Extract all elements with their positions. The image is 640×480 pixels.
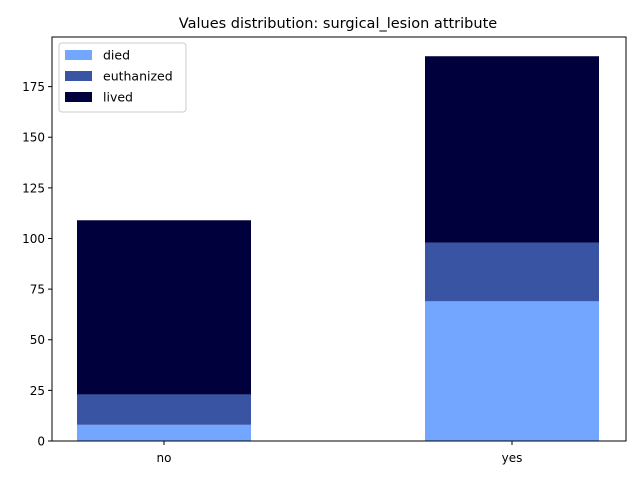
bar-euthanized-no <box>77 394 251 425</box>
y-tick-label: 175 <box>22 80 45 94</box>
legend-swatch-euthanized <box>65 71 92 81</box>
bar-lived-yes <box>425 56 599 243</box>
y-tick-label: 125 <box>22 181 45 195</box>
plot-frame <box>51 36 627 442</box>
legend: died euthanized lived <box>58 42 187 113</box>
bars <box>77 56 599 441</box>
bar-died-no <box>77 424 251 441</box>
bar-lived-no <box>77 220 251 395</box>
legend-swatch-died <box>65 50 92 60</box>
x-tick-label-no: no <box>157 451 172 465</box>
chart-title: Values distribution: surgical_lesion att… <box>179 16 497 32</box>
legend-label-lived: lived <box>103 90 133 105</box>
bar-died-yes <box>425 301 599 441</box>
x-axis: no yes <box>157 441 523 465</box>
bar-euthanized-yes <box>425 242 599 302</box>
y-tick-label: 75 <box>30 283 45 297</box>
legend-label-euthanized: euthanized <box>103 69 173 84</box>
y-tick-label: 100 <box>22 232 45 246</box>
y-tick-label: 50 <box>30 333 45 347</box>
legend-swatch-lived <box>65 92 92 102</box>
y-tick-label: 0 <box>37 435 45 449</box>
x-tick-label-yes: yes <box>502 451 523 465</box>
y-tick-label: 150 <box>22 131 45 145</box>
legend-label-died: died <box>103 48 130 63</box>
y-axis: 0 25 50 75 100 125 150 175 <box>22 80 52 449</box>
y-tick-label: 25 <box>30 384 45 398</box>
